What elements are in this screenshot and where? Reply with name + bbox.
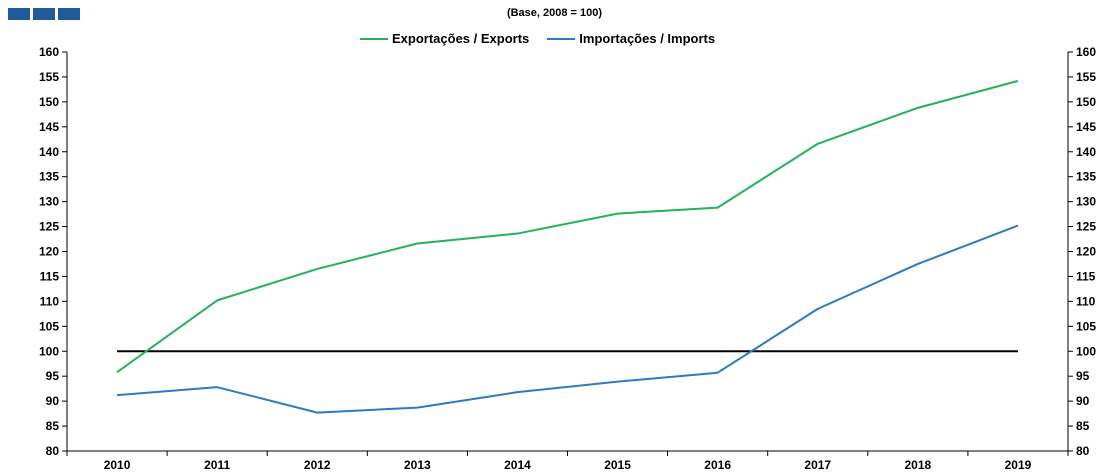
x-tick-label: 2013 xyxy=(404,458,431,472)
logo-block xyxy=(8,8,30,20)
y-tick-label-right: 150 xyxy=(1076,95,1096,109)
series-line-exports xyxy=(116,79,1019,374)
y-tick-label-left: 135 xyxy=(39,170,59,184)
logo xyxy=(8,8,80,20)
y-tick-label-left: 130 xyxy=(39,195,59,209)
y-tick-label-right: 115 xyxy=(1076,269,1096,283)
y-tick-label-right: 80 xyxy=(1076,444,1090,458)
y-tick-label-right: 105 xyxy=(1076,319,1096,333)
y-tick-label-left: 80 xyxy=(46,444,60,458)
y-tick-label-right: 140 xyxy=(1076,145,1096,159)
y-tick-label-left: 85 xyxy=(46,419,60,433)
x-tick-label: 2017 xyxy=(804,458,831,472)
x-tick-label: 2019 xyxy=(1005,458,1032,472)
y-tick-label-right: 125 xyxy=(1076,220,1096,234)
x-tick-label: 2011 xyxy=(204,458,230,472)
y-tick-label-left: 155 xyxy=(39,70,59,84)
chart-legend: Exportações / Exports Importações / Impo… xyxy=(360,31,733,46)
y-tick-label-left: 120 xyxy=(39,245,59,259)
legend-item-imports: Importações / Imports xyxy=(547,31,715,46)
legend-swatch-imports xyxy=(547,37,576,40)
y-tick-label-left: 150 xyxy=(39,95,59,109)
y-tick-label-left: 160 xyxy=(39,45,59,59)
logo-block xyxy=(58,8,80,20)
y-tick-label-left: 90 xyxy=(46,394,60,408)
y-tick-label-left: 105 xyxy=(39,319,59,333)
y-tick-label-left: 100 xyxy=(39,344,59,358)
y-tick-label-right: 100 xyxy=(1076,344,1096,358)
y-tick-label-right: 85 xyxy=(1076,419,1090,433)
x-tick-label: 2010 xyxy=(104,458,131,472)
y-tick-label-right: 135 xyxy=(1076,170,1096,184)
legend-swatch-exports xyxy=(360,37,388,40)
y-tick-label-left: 145 xyxy=(39,120,59,134)
y-tick-label-right: 90 xyxy=(1076,394,1090,408)
y-tick-label-right: 110 xyxy=(1076,294,1096,308)
y-tick-label-right: 120 xyxy=(1076,245,1096,259)
y-tick-label-left: 125 xyxy=(39,220,59,234)
x-tick-label: 2018 xyxy=(904,458,931,472)
legend-label-imports: Importações / Imports xyxy=(579,31,716,46)
x-tick-label: 2015 xyxy=(604,458,631,472)
y-tick-label-left: 95 xyxy=(46,369,60,383)
y-tick-label-left: 115 xyxy=(40,269,60,283)
y-tick-label-right: 145 xyxy=(1076,120,1096,134)
series-line-imports xyxy=(116,224,1019,414)
y-tick-label-right: 160 xyxy=(1076,45,1096,59)
x-tick-label: 2014 xyxy=(504,458,531,472)
x-tick-label: 2012 xyxy=(304,458,331,472)
x-tick-label: 2016 xyxy=(704,458,731,472)
y-tick-label-left: 110 xyxy=(40,294,60,308)
legend-label-exports: Exportações / Exports xyxy=(392,31,530,46)
y-tick-label-left: 140 xyxy=(39,145,59,159)
logo-block xyxy=(33,8,55,20)
y-tick-label-right: 95 xyxy=(1076,369,1090,383)
y-tick-label-right: 130 xyxy=(1076,195,1096,209)
legend-item-exports: Exportações / Exports xyxy=(360,31,529,46)
chart-subtitle: (Base, 2008 = 100) xyxy=(506,7,603,19)
y-tick-label-right: 155 xyxy=(1076,70,1096,84)
